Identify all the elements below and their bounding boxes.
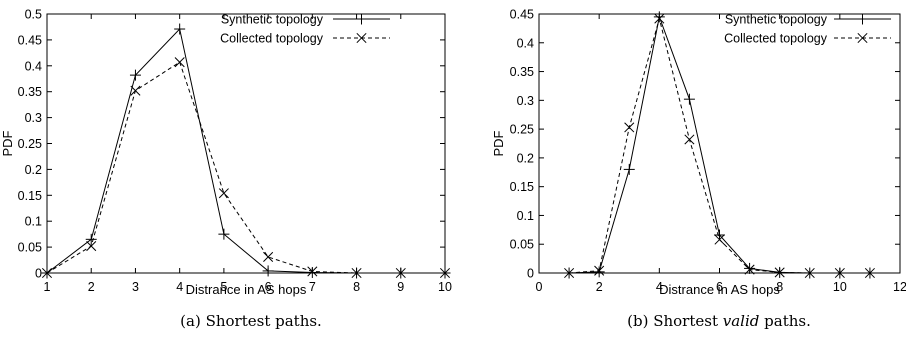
series-synthetic xyxy=(41,23,451,279)
caption-text: (a) Shortest paths. xyxy=(180,312,322,330)
y-tick-label: 0.15 xyxy=(510,180,534,194)
x-axis-label: Distrance in AS hops xyxy=(659,282,780,297)
figure-caption: (a) Shortest paths. xyxy=(180,312,322,330)
series-line xyxy=(46,61,445,274)
chart-a: 1 2 3 4 5 6 7 8 9 10 0 0.05 0.1 0.15 0.2 0.25 0.3 0.35 0.4… xyxy=(0,8,452,331)
point-marker-cross xyxy=(263,251,274,262)
point-marker-cross xyxy=(624,122,635,133)
point-marker-cross xyxy=(774,267,785,278)
x-tick-label: 5 xyxy=(220,280,227,294)
x-axis-label: Distrance in AS hops xyxy=(186,282,307,297)
point-marker-cross xyxy=(218,188,229,199)
y-tick-label: 0.2 xyxy=(25,163,42,177)
point-marker-cross xyxy=(356,32,367,44)
x-tick-label: 6 xyxy=(716,280,723,294)
y-tick-label: 0.25 xyxy=(18,137,42,151)
point-marker-cross xyxy=(174,57,185,68)
point-marker-cross xyxy=(684,134,695,145)
caption-text: (b) Shortest xyxy=(627,312,723,330)
point-marker-cross xyxy=(834,267,845,279)
y-tick-label: 0.4 xyxy=(25,59,42,73)
x-tick-label: 4 xyxy=(656,280,663,294)
legend-label: Collected topology xyxy=(220,32,324,46)
y-tick-label: 0.35 xyxy=(18,85,42,99)
legend-label: Synthetic topology xyxy=(221,13,324,27)
y-tick-label: 0.15 xyxy=(18,189,42,203)
y-tick-label: 0.25 xyxy=(510,123,534,137)
point-marker-cross xyxy=(714,234,725,245)
series-collected xyxy=(564,13,875,279)
series-line xyxy=(46,27,445,274)
x-tick-label: 3 xyxy=(132,280,139,294)
x-tick-label: 0 xyxy=(536,280,543,294)
y-axis-label: PDF xyxy=(491,130,506,156)
y-tick-label: 0 xyxy=(527,267,534,281)
x-tick-label: 2 xyxy=(88,280,95,294)
series-collected xyxy=(41,57,451,279)
series-synthetic xyxy=(563,11,876,279)
x-tick-label: 8 xyxy=(353,280,360,294)
y-tick-label: 0.4 xyxy=(517,36,534,50)
x-tick-label: 4 xyxy=(176,280,183,294)
y-tick-label: 0.45 xyxy=(18,33,42,47)
point-marker-cross xyxy=(307,266,318,277)
point-marker-cross xyxy=(857,32,868,44)
point-marker-cross xyxy=(864,267,875,279)
point-marker-cross xyxy=(130,85,141,96)
point-marker-cross xyxy=(804,267,815,279)
x-tick-label: 12 xyxy=(893,280,906,294)
y-tick-label: 0.35 xyxy=(510,65,534,79)
point-marker-cross xyxy=(86,241,97,252)
point-marker-cross xyxy=(564,267,575,279)
point-marker-cross xyxy=(41,267,53,279)
x-tick-label: 8 xyxy=(776,280,783,294)
x-tick-label: 10 xyxy=(438,280,452,294)
caption-emphasis: valid xyxy=(723,312,760,330)
x-tick-label: 1 xyxy=(44,280,51,294)
y-tick-label: 0.1 xyxy=(25,215,42,229)
y-tick-label: 0 xyxy=(35,267,42,281)
y-tick-label: 0.05 xyxy=(18,241,42,255)
x-tick-label: 2 xyxy=(596,280,603,294)
y-tick-label: 0.05 xyxy=(510,238,534,252)
figure-caption: (b) Shortest valid paths. xyxy=(627,312,811,330)
x-tick-label: 6 xyxy=(265,280,272,294)
point-marker-cross xyxy=(351,267,362,279)
y-tick-label: 0.45 xyxy=(510,8,534,22)
point-marker-cross xyxy=(439,267,451,279)
point-marker-cross xyxy=(594,265,605,276)
y-axis-label: PDF xyxy=(0,130,15,156)
point-marker-cross xyxy=(395,267,406,279)
chart-b: 0 2 4 6 8 10 12 0 0.05 0.1 0.15 0.2 0.25 0.3 0.35 0.4 0.… xyxy=(491,8,906,331)
y-tick-label: 0.2 xyxy=(517,151,534,165)
x-tick-label: 9 xyxy=(397,280,404,294)
x-tick-label: 10 xyxy=(833,280,847,294)
legend-label: Synthetic topology xyxy=(725,13,828,27)
plot-frame xyxy=(46,13,446,274)
point-marker-cross xyxy=(744,264,755,275)
y-tick-label: 0.1 xyxy=(517,209,534,223)
y-tick-label: 0.3 xyxy=(25,111,42,125)
x-tick-label: 7 xyxy=(309,280,316,294)
caption-text: paths. xyxy=(759,312,810,330)
y-tick-label: 0.3 xyxy=(517,94,534,108)
y-tick-label: 0.5 xyxy=(25,8,42,22)
point-marker-cross xyxy=(654,13,665,24)
legend-label: Collected topology xyxy=(724,32,828,46)
